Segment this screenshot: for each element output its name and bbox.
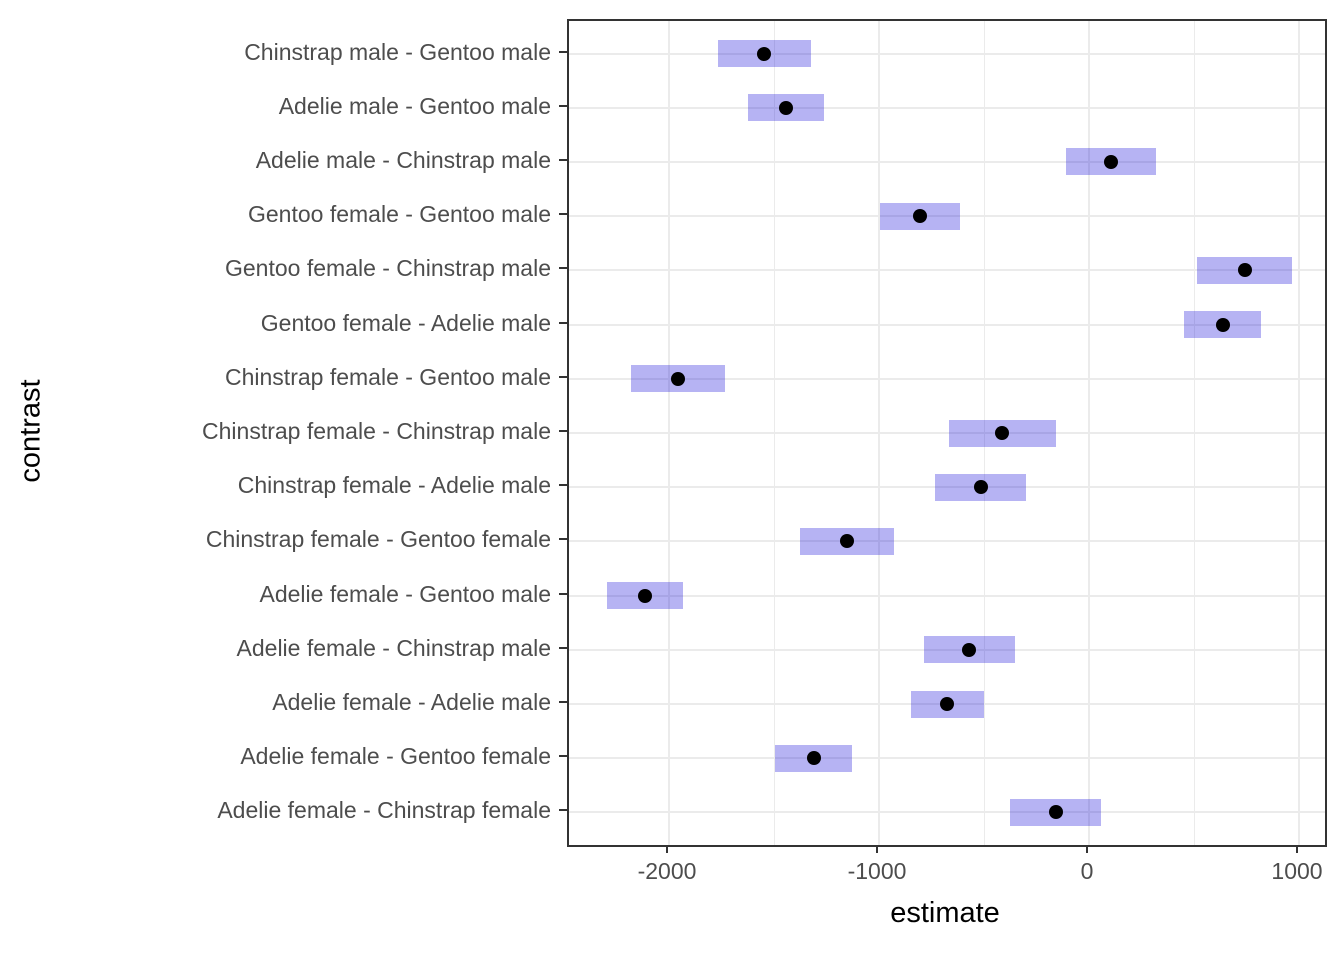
x-tick <box>1086 845 1088 853</box>
estimate-point <box>806 751 821 766</box>
estimate-point <box>973 480 988 495</box>
x-tick-label: -1000 <box>847 858 907 884</box>
y-tick-label: Adelie male - Chinstrap male <box>255 146 551 173</box>
x-tick-label: 0 <box>1080 858 1094 884</box>
y-tick-label: Chinstrap female - Gentoo female <box>205 526 551 553</box>
y-tick-label: Gentoo female - Chinstrap male <box>225 255 551 282</box>
y-tick-label: Gentoo female - Gentoo male <box>248 201 551 228</box>
x-tick <box>1296 845 1298 853</box>
estimate-point <box>912 209 927 224</box>
y-tick <box>559 267 567 270</box>
estimate-point <box>670 371 685 386</box>
y-tick <box>559 646 567 649</box>
estimate-point <box>1104 154 1119 169</box>
y-tick <box>559 430 567 432</box>
y-tick-label: Adelie female - Adelie male <box>272 689 551 716</box>
y-tick <box>559 213 567 216</box>
gridline-v-minor <box>773 21 775 845</box>
x-tick <box>666 845 668 853</box>
gridline-v-major <box>1088 21 1090 845</box>
y-tick <box>559 592 567 595</box>
y-tick <box>559 50 567 53</box>
y-tick-label: Chinstrap female - Adelie male <box>237 472 551 499</box>
gridline-h-major <box>569 377 1325 380</box>
gridline-h-major <box>569 160 1325 163</box>
gridline-v-major <box>878 21 880 845</box>
gridline-h-major <box>569 269 1325 272</box>
estimate-point <box>779 100 794 115</box>
y-tick-label: Adelie female - Chinstrap female <box>217 797 551 824</box>
gridline-h-major <box>569 215 1325 218</box>
y-tick-label: Adelie male - Gentoo male <box>278 92 551 119</box>
estimate-point <box>1237 263 1252 278</box>
x-tick-label: 1000 <box>1271 858 1323 884</box>
y-tick <box>559 538 567 541</box>
estimate-point <box>1215 317 1230 332</box>
x-tick-label: -2000 <box>637 858 697 884</box>
estimate-point <box>1048 805 1063 820</box>
gridline-v-major <box>1298 21 1300 845</box>
y-tick-label: Adelie female - Gentoo male <box>259 580 552 607</box>
y-tick-label: Adelie female - Gentoo female <box>240 743 551 770</box>
plot-panel <box>567 19 1327 847</box>
y-tick <box>559 484 567 487</box>
gridline-h-major <box>569 757 1325 760</box>
y-tick-label: Chinstrap female - Gentoo male <box>225 363 551 390</box>
gridline-h-major <box>569 432 1325 434</box>
estimate-point <box>940 697 955 712</box>
gridline-h-major <box>569 486 1325 489</box>
y-tick <box>559 321 567 324</box>
estimate-point <box>757 46 772 61</box>
gridline-v-minor <box>983 21 985 845</box>
y-tick-label: Chinstrap male - Gentoo male <box>244 38 551 65</box>
gridline-h-major <box>569 594 1325 597</box>
y-tick <box>559 809 567 812</box>
y-tick-label: Chinstrap female - Chinstrap male <box>202 418 551 444</box>
gridline-h-major <box>569 323 1325 326</box>
estimate-point <box>995 426 1010 440</box>
y-tick-label: Adelie female - Chinstrap male <box>236 634 551 661</box>
estimate-point <box>637 588 652 603</box>
gridline-v-major <box>668 21 670 845</box>
y-tick <box>559 755 567 758</box>
estimate-point <box>962 642 977 657</box>
gridline-h-major <box>569 811 1325 814</box>
gridline-h-major <box>569 52 1325 55</box>
y-tick <box>559 104 567 107</box>
gridline-h-major <box>569 648 1325 651</box>
y-tick <box>559 701 567 704</box>
gridline-h-major <box>569 540 1325 543</box>
x-tick <box>876 845 878 853</box>
y-tick <box>559 158 567 161</box>
gridline-h-major <box>569 106 1325 109</box>
y-tick-label: Gentoo female - Adelie male <box>260 309 551 336</box>
y-tick <box>559 375 567 378</box>
x-axis-title: estimate <box>890 897 1000 929</box>
gridline-v-minor <box>1193 21 1195 845</box>
estimate-point <box>839 534 854 549</box>
